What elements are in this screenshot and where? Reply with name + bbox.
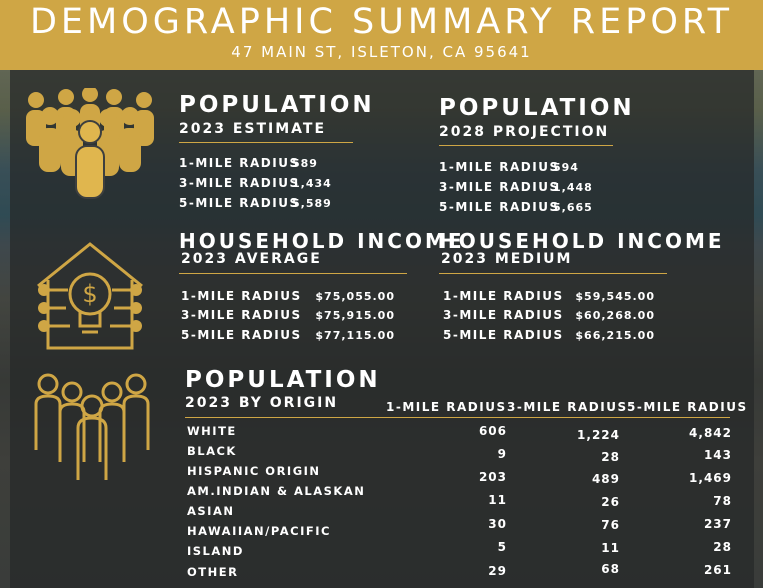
origin-cell: 4,842 [689, 426, 732, 440]
origin-row-label-white: WHITE [187, 424, 237, 438]
income-med-rule [439, 273, 667, 274]
income-med-label-3: 3-MILE RADIUS [443, 308, 564, 322]
origin-cell: 26 [601, 495, 620, 509]
origin-cell: 78 [713, 494, 732, 508]
pop-2023-rule [179, 142, 353, 143]
income-med-label-5: 5-MILE RADIUS [443, 328, 564, 342]
origin-row-label-asian: ASIAN [187, 504, 235, 518]
pop-2023-label-1: 1-MILE RADIUS [179, 156, 300, 170]
origin-cell: 489 [591, 472, 620, 486]
origin-cell: 28 [713, 540, 732, 554]
origin-cell: 5 [497, 540, 507, 554]
origin-row-label-island: ISLAND [187, 544, 244, 558]
house-dollar-icon: $ [37, 242, 143, 350]
origin-col-3mile: 3-MILE RADIUS [507, 400, 628, 414]
pop-2028-label-3: 3-MILE RADIUS [439, 180, 560, 194]
pop-2028-title: POPULATION [439, 95, 635, 121]
pop-2028-label-1: 1-MILE RADIUS [439, 160, 560, 174]
pop-2028-value-1: 594 [553, 161, 579, 174]
origin-cell: 606 [478, 424, 507, 438]
report-title: DEMOGRAPHIC SUMMARY REPORT [29, 2, 734, 42]
income-med-value-3: $60,268.00 [575, 309, 655, 322]
pop-2023-value-3: 1,434 [292, 177, 332, 190]
pop-2023-value-1: 589 [292, 157, 318, 170]
income-avg-value-3: $75,915.00 [315, 309, 395, 322]
origin-cell: 76 [601, 518, 620, 532]
pop-2023-title: POPULATION [179, 92, 375, 118]
origin-cell: 237 [703, 517, 732, 531]
origin-cell: 11 [488, 493, 507, 507]
people-group-icon [26, 88, 154, 199]
income-avg-label-5: 5-MILE RADIUS [181, 328, 302, 342]
svg-text:$: $ [82, 280, 97, 308]
origin-row-label-hawaiian: HAWAIIAN/PACIFIC [187, 524, 331, 538]
origin-subtitle: 2023 BY ORIGIN [185, 395, 339, 411]
pop-2028-rule [439, 145, 613, 146]
income-avg-value-1: $75,055.00 [315, 290, 395, 303]
origin-row-label-amindian: AM.INDIAN & ALASKAN [187, 484, 366, 498]
pop-2023-label-3: 3-MILE RADIUS [179, 176, 300, 190]
origin-cell: 1,224 [577, 428, 620, 442]
origin-cell: 11 [601, 541, 620, 555]
income-avg-label-1: 1-MILE RADIUS [181, 289, 302, 303]
pop-2023-label-5: 5-MILE RADIUS [179, 196, 300, 210]
origin-rule [185, 417, 730, 418]
origin-col-5mile: 5-MILE RADIUS [627, 400, 748, 414]
income-med-value-1: $59,545.00 [575, 290, 655, 303]
income-avg-label-3: 3-MILE RADIUS [181, 308, 302, 322]
origin-cell: 203 [478, 470, 507, 484]
origin-cell: 30 [488, 517, 507, 531]
report-address: 47 MAIN ST, ISLETON, CA 95641 [231, 43, 532, 61]
origin-row-label-other: OTHER [187, 565, 239, 579]
income-med-label-1: 1-MILE RADIUS [443, 289, 564, 303]
origin-cell: 261 [703, 563, 732, 577]
linked-people-icon [34, 373, 150, 480]
pop-2023-subtitle: 2023 ESTIMATE [179, 121, 327, 137]
pop-2028-subtitle: 2028 PROJECTION [439, 124, 610, 140]
income-avg-subtitle: 2023 AVERAGE [181, 251, 322, 267]
pop-2023-value-5: 5,589 [292, 197, 332, 210]
pop-2028-value-5: 5,665 [553, 201, 593, 214]
pop-2028-value-3: 1,448 [553, 181, 593, 194]
origin-cell: 1,469 [689, 471, 732, 485]
income-avg-rule [179, 273, 407, 274]
origin-row-label-black: BLACK [187, 444, 237, 458]
origin-cell: 28 [601, 450, 620, 464]
origin-cell: 143 [703, 448, 732, 462]
income-med-value-5: $66,215.00 [575, 329, 655, 342]
origin-cell: 68 [601, 562, 620, 576]
origin-row-label-hispanic: HISPANIC ORIGIN [187, 464, 321, 478]
origin-col-1mile: 1-MILE RADIUS [386, 400, 507, 414]
pop-2028-label-5: 5-MILE RADIUS [439, 200, 560, 214]
income-med-title: HOUSEHOLD INCOME [439, 229, 725, 253]
origin-cell: 29 [488, 564, 507, 578]
income-avg-title: HOUSEHOLD INCOME [179, 229, 465, 253]
report-header: DEMOGRAPHIC SUMMARY REPORT 47 MAIN ST, I… [0, 0, 763, 70]
origin-cell: 9 [497, 447, 507, 461]
income-avg-value-5: $77,115.00 [315, 329, 395, 342]
income-med-subtitle: 2023 MEDIUM [441, 251, 573, 267]
origin-title: POPULATION [185, 367, 381, 393]
